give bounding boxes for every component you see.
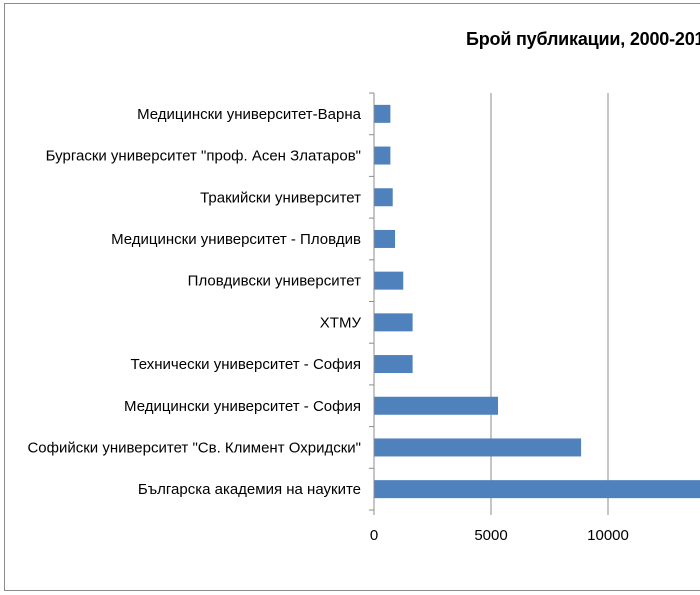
category-label-1: Бургаски университет "проф. Асен Златаро… [46,148,361,165]
bar-0 [374,104,391,123]
category-label-4: Пловдивски университет [188,273,361,290]
x-tick-label-1: 5000 [474,527,507,544]
x-tick-label-0: 0 [370,527,378,544]
category-label-6: Технически университет - София [130,356,361,373]
category-labels: Медицински университет-Варна Бургаски уни… [27,106,361,498]
chart-title: Брой публикации, 2000-201 [466,29,700,49]
tick-labels: 0 5000 10000 [370,527,629,544]
bar-7 [374,396,499,415]
category-label-8: Софийски университет "Св. Климент Охридс… [27,439,361,456]
bar-6 [374,355,413,374]
chart-frame [4,3,700,591]
bar-5 [374,313,413,332]
category-label-2: Тракийски университет [200,189,361,206]
category-label-3: Медицински университет - Пловдив [111,231,361,248]
category-label-9: Българска академия на науките [138,481,361,498]
bar-2 [374,188,393,207]
bars [374,104,700,499]
bar-4 [374,271,404,290]
bar-9 [374,480,700,499]
category-label-0: Медицински университет-Варна [137,106,362,123]
x-tick-label-2: 10000 [587,527,629,544]
bar-3 [374,229,396,248]
bar-1 [374,146,391,165]
bar-8 [374,438,582,457]
category-label-5: ХТМУ [320,314,362,331]
category-label-7: Медицински университет - София [124,398,361,415]
axes [369,92,609,515]
